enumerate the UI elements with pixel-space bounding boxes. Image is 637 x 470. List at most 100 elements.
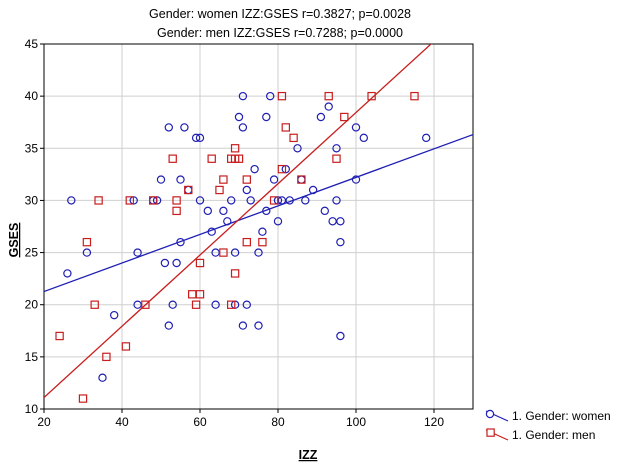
point-men bbox=[277, 164, 287, 174]
y-tick-label: 40 bbox=[25, 89, 39, 103]
x-tick-label: 20 bbox=[37, 415, 51, 429]
legend-marker-women bbox=[485, 409, 495, 419]
point-women bbox=[351, 123, 361, 132]
point-women bbox=[293, 144, 302, 153]
chart-title: Gender: women IZZ:GSES r=0.3827; p=0.002… bbox=[149, 7, 411, 40]
point-women bbox=[297, 175, 306, 184]
point-women bbox=[156, 175, 166, 184]
point-women bbox=[332, 144, 341, 153]
point-men bbox=[324, 91, 333, 101]
point-men bbox=[55, 331, 64, 341]
point-women bbox=[359, 133, 368, 143]
point-women bbox=[320, 206, 329, 216]
point-women bbox=[223, 217, 232, 226]
point-women bbox=[168, 300, 177, 309]
x-tick-label: 40 bbox=[115, 415, 129, 429]
grid-lines bbox=[44, 44, 473, 409]
point-men bbox=[234, 154, 244, 163]
point-women bbox=[195, 196, 205, 205]
point-women bbox=[180, 123, 189, 132]
point-women bbox=[211, 248, 220, 257]
point-women bbox=[172, 258, 181, 268]
point-women bbox=[67, 196, 76, 205]
x-tick-label: 120 bbox=[424, 415, 444, 429]
y-tick-label: 45 bbox=[25, 37, 39, 51]
point-men bbox=[340, 112, 349, 122]
axis-labels: IZZ GSES bbox=[7, 223, 318, 462]
y-tick-label: 30 bbox=[25, 193, 39, 207]
point-men bbox=[207, 154, 216, 163]
point-women bbox=[203, 206, 212, 216]
y-axis-label: GSES bbox=[7, 223, 21, 258]
point-men bbox=[297, 175, 306, 184]
point-men bbox=[332, 154, 341, 163]
point-women bbox=[316, 112, 326, 122]
point-men bbox=[219, 248, 228, 257]
point-men bbox=[410, 91, 419, 101]
point-women bbox=[133, 300, 142, 309]
point-women bbox=[269, 175, 279, 184]
point-men bbox=[219, 175, 228, 184]
point-men bbox=[277, 91, 287, 101]
point-women bbox=[238, 123, 248, 132]
point-women bbox=[266, 91, 275, 101]
point-women bbox=[242, 300, 251, 309]
point-women bbox=[82, 248, 92, 257]
point-women bbox=[164, 321, 173, 330]
x-axis-label: IZZ bbox=[299, 448, 318, 462]
point-men bbox=[281, 123, 291, 132]
point-men bbox=[215, 185, 224, 195]
point-women bbox=[133, 248, 142, 257]
point-women bbox=[109, 310, 119, 320]
point-women bbox=[184, 185, 193, 195]
point-men bbox=[230, 144, 240, 153]
point-women bbox=[262, 206, 271, 216]
point-women bbox=[308, 185, 318, 195]
point-men bbox=[367, 91, 376, 101]
point-men bbox=[184, 185, 193, 195]
y-tick-label: 15 bbox=[25, 350, 39, 364]
legend-label: 1. Gender: men bbox=[512, 428, 595, 442]
regression-line bbox=[44, 44, 432, 398]
point-men bbox=[230, 269, 240, 278]
point-women bbox=[422, 133, 431, 143]
point-men bbox=[172, 206, 181, 216]
point-men bbox=[188, 290, 197, 299]
point-women bbox=[332, 196, 341, 205]
point-women bbox=[242, 185, 251, 195]
point-women bbox=[351, 175, 361, 184]
point-women bbox=[336, 331, 345, 341]
y-tick-label: 10 bbox=[25, 402, 39, 416]
point-women bbox=[328, 217, 337, 226]
point-men bbox=[149, 196, 158, 205]
point-men bbox=[90, 300, 99, 309]
regression-line bbox=[44, 133, 473, 293]
plot-frame bbox=[43, 43, 474, 410]
point-women bbox=[230, 248, 240, 257]
point-women bbox=[262, 112, 271, 122]
point-women bbox=[63, 269, 72, 278]
point-women bbox=[254, 321, 263, 330]
point-men bbox=[289, 133, 298, 143]
point-men bbox=[227, 300, 236, 309]
point-men bbox=[195, 290, 205, 299]
x-tick-label: 100 bbox=[346, 415, 366, 429]
point-women bbox=[191, 133, 201, 143]
point-men bbox=[258, 237, 267, 247]
point-men bbox=[242, 175, 251, 184]
x-tick-label: 80 bbox=[271, 415, 285, 429]
point-women bbox=[238, 321, 248, 330]
point-women bbox=[336, 217, 345, 226]
point-men bbox=[269, 196, 279, 205]
point-women bbox=[246, 196, 255, 205]
point-women bbox=[324, 102, 333, 111]
point-women bbox=[336, 237, 345, 247]
point-women bbox=[254, 248, 263, 257]
point-men bbox=[78, 394, 88, 403]
point-women bbox=[285, 196, 294, 205]
point-women bbox=[211, 300, 220, 309]
point-men bbox=[191, 300, 201, 309]
point-women bbox=[250, 164, 259, 174]
